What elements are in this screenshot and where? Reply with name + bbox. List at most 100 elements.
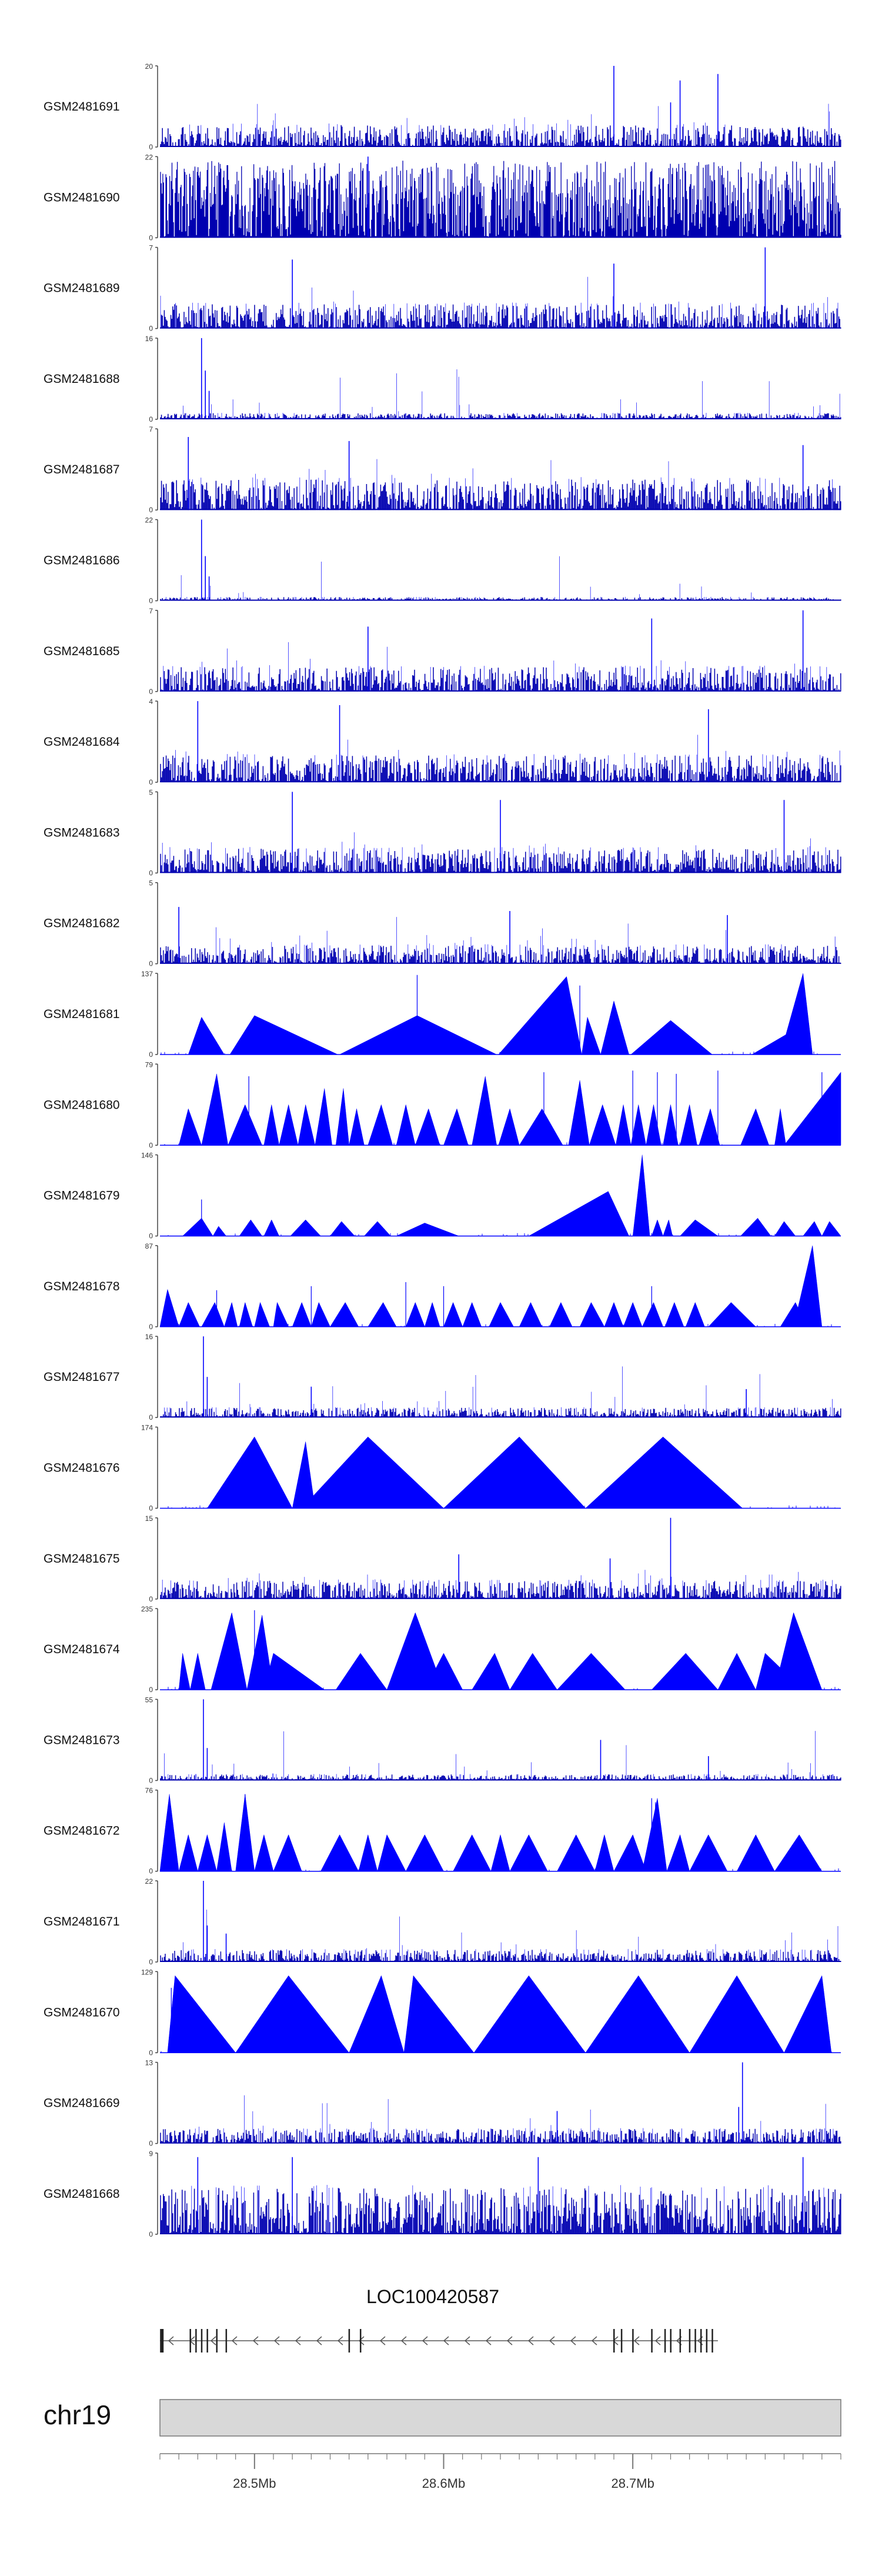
track-label: GSM2481689 [44, 282, 120, 295]
signal-bars-tall [183, 1910, 838, 1962]
track-GSM2481672: GSM2481672 76 0 [44, 1787, 841, 1876]
signal-peak [680, 1219, 719, 1236]
signal-peak [178, 1653, 191, 1690]
signal-bars [160, 945, 841, 964]
signal-bars-tall [166, 556, 814, 601]
signal-peak [651, 1219, 663, 1236]
signal-peak [689, 1975, 784, 2053]
signal-peak [201, 1073, 229, 1146]
signal-peak [228, 1104, 263, 1146]
signal-peak [235, 1975, 350, 2053]
signal [160, 973, 841, 1055]
y-max-label: 9 [149, 2150, 153, 2158]
signal-bars-tall [162, 832, 826, 873]
track-GSM2481681: GSM2481681 137 0 [44, 970, 841, 1059]
gene-exon [613, 2329, 615, 2353]
y-max-label: 5 [149, 879, 153, 887]
axis-tick-label: 28.5Mb [233, 2476, 276, 2491]
y-min-label: 0 [149, 1050, 153, 1059]
y-max-label: 22 [145, 153, 153, 161]
signal-bars [160, 2188, 841, 2234]
y-min-label: 0 [149, 506, 153, 514]
y-max-label: 15 [145, 1514, 153, 1523]
signal-peak [623, 1302, 643, 1327]
signal-peak [349, 1109, 365, 1146]
data-tracks: GSM2481691200GSM2481690220GSM248168970GS… [44, 62, 841, 2238]
y-max-label: 235 [141, 1605, 153, 1613]
track-label: GSM2481673 [44, 1733, 120, 1747]
signal-peak [557, 1834, 596, 1871]
y-max-label: 7 [149, 607, 153, 615]
signal-peak [490, 1834, 510, 1871]
y-min-label: 0 [149, 2048, 153, 2057]
y-min-label: 0 [149, 1686, 153, 1694]
signal-peak [630, 1105, 647, 1146]
chromosome-bar [159, 2399, 841, 2437]
track-label: GSM2481679 [44, 1189, 120, 1203]
signal-peak [263, 1653, 325, 1690]
signal-peak [793, 1245, 823, 1327]
signal-peak [519, 1302, 543, 1327]
signal-peak [736, 1834, 775, 1871]
signal-peak [301, 1436, 445, 1509]
signal-peak [254, 1834, 274, 1871]
signal-peak [178, 1108, 202, 1146]
track-GSM2481680: GSM2481680 79 0 [44, 1060, 841, 1149]
track-label: GSM2481681 [44, 1007, 120, 1021]
y-max-label: 4 [149, 698, 153, 706]
gene-exon [651, 2329, 653, 2353]
signal-bars-tall [160, 276, 838, 329]
signal [159, 1245, 841, 1327]
signal-peak [443, 1108, 469, 1146]
signal-peak [368, 1302, 397, 1327]
signal [160, 1517, 841, 1599]
y-min-label: 0 [149, 597, 153, 605]
signal-peak [780, 973, 813, 1055]
signal [160, 1881, 841, 1962]
signal [160, 1154, 841, 1237]
track-label: GSM2481685 [44, 645, 120, 658]
y-min-label: 0 [149, 869, 153, 877]
signal [160, 437, 841, 510]
track-GSM2481677: GSM2481677 16 0 [44, 1333, 841, 1422]
axis-tick-label: 28.6Mb [422, 2476, 465, 2491]
signal-peak [685, 1302, 705, 1327]
signal-peak [784, 1975, 832, 2053]
signal-peak [273, 1302, 289, 1327]
signal [159, 1794, 841, 1872]
signal-bars-tall [164, 1731, 834, 1781]
signal-peak [368, 1104, 393, 1146]
signal-peak [708, 1302, 756, 1327]
chromosome-label: chr19 [44, 2400, 111, 2430]
signal-peak [556, 1653, 626, 1690]
y-min-label: 0 [149, 960, 153, 968]
signal [160, 66, 841, 147]
y-max-label: 129 [141, 1968, 153, 1976]
signal-bars [160, 755, 841, 783]
gene-exon [348, 2329, 350, 2353]
signal-peak [339, 1015, 497, 1055]
signal-peak [498, 1108, 520, 1146]
signal-bars [160, 161, 841, 238]
y-max-label: 79 [145, 1060, 153, 1069]
y-min-label: 0 [149, 1504, 153, 1513]
signal-peak [206, 1436, 293, 1509]
signal-peak [263, 1105, 280, 1146]
signal-peak [663, 1105, 679, 1146]
gene-exon [620, 2329, 623, 2353]
signal [160, 519, 841, 601]
gene-exon [189, 2329, 191, 2353]
signal-peak [472, 1076, 497, 1146]
signal-peak [642, 1798, 667, 1871]
y-min-label: 0 [149, 143, 153, 151]
signal-peak [396, 1223, 459, 1236]
y-max-label: 20 [145, 62, 153, 71]
signal-bars-tall [189, 459, 833, 510]
signal-peak [254, 1302, 270, 1327]
signal-peak [290, 1219, 321, 1236]
signal-peak [453, 1834, 492, 1871]
signal-bars [160, 479, 841, 510]
signal-peak [585, 1975, 690, 2053]
gene-exon [664, 2329, 666, 2353]
track-label: GSM2481682 [44, 917, 120, 930]
